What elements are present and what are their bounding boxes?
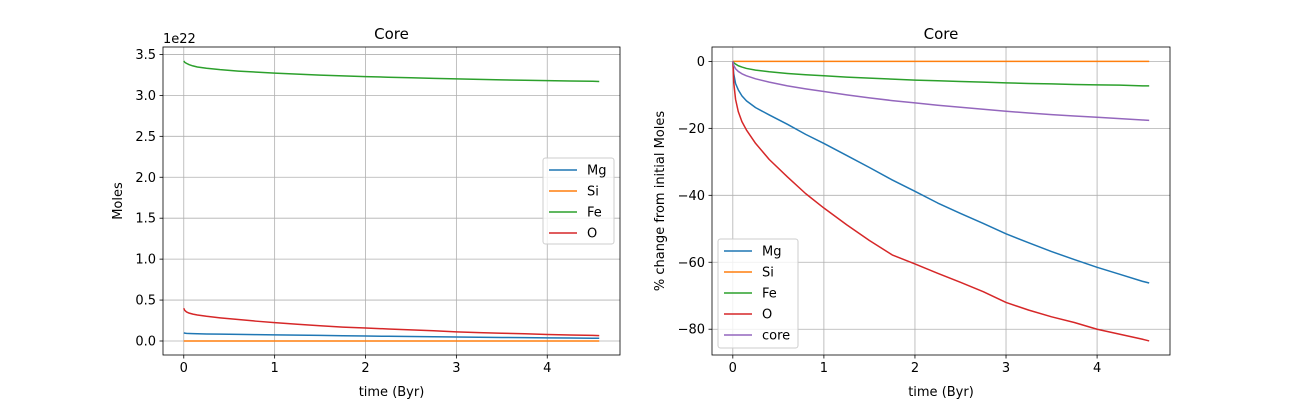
x-axis: 0 1 2 3 4 (729, 355, 1101, 376)
x-axis: 0 1 2 3 4 (180, 355, 551, 376)
plot-frame (711, 46, 1171, 356)
y-tick-label: 2.0 (135, 171, 156, 186)
y-axis: 0.0 0.5 1.0 1.5 2.0 2.5 3.0 3.5 (135, 48, 163, 350)
y-tick-label: 2.5 (135, 130, 156, 145)
series-group (183, 60, 600, 342)
chart-1: 0 1 2 3 4 0.0 0.5 1.0 1.5 2.0 2.5 3.0 3.5 1e22 Core tim… (111, 25, 621, 400)
legend-label-mg: Mg (762, 245, 781, 260)
x-axis-label: time (Byr) (908, 385, 974, 400)
x-tick-label: 3 (452, 361, 460, 376)
legend-label-o: O (587, 227, 597, 242)
y-tick-label: −60 (678, 256, 705, 271)
chart-2: 0 1 2 3 4 0 −20 −40 −60 −80 Core time (Byr) % change… (653, 25, 1171, 400)
legend: Mg Si Fe O (542, 157, 615, 245)
y-tick-label: −80 (678, 323, 705, 338)
x-axis-label: time (Byr) (359, 385, 425, 400)
y-tick-label: 3.5 (135, 48, 156, 63)
series-line-o (183, 307, 600, 337)
legend-label-fe: Fe (587, 206, 602, 221)
plot-frame (162, 46, 621, 356)
y-tick-label: 3.0 (135, 89, 156, 104)
y-tick-label: 0.0 (135, 335, 156, 350)
x-tick-label: 0 (180, 361, 188, 376)
y-axis: 0 −20 −40 −60 −80 (678, 55, 712, 338)
series-line-fe (732, 60, 1150, 87)
legend-box (542, 157, 615, 245)
y-tick-label: −20 (678, 122, 705, 137)
x-tick-label: 2 (911, 361, 919, 376)
y-tick-label: 1.5 (135, 212, 156, 227)
series-line-mg (732, 61, 1150, 284)
legend-label-si: Si (762, 266, 774, 281)
chart-title: Core (924, 25, 959, 43)
y-tick-label: 1.0 (135, 253, 156, 268)
y-axis-label: Moles (111, 182, 126, 220)
chart-title: Core (374, 25, 409, 43)
y-tick-label: −40 (678, 189, 705, 204)
x-tick-label: 2 (361, 361, 369, 376)
x-tick-label: 0 (729, 361, 737, 376)
series-line-mg (183, 332, 600, 339)
x-tick-label: 4 (1093, 361, 1101, 376)
y-axis-label: % change from initial Moles (653, 111, 668, 292)
legend-label-o: O (762, 308, 772, 323)
y-offset-text: 1e22 (163, 32, 196, 47)
x-tick-label: 3 (1002, 361, 1010, 376)
x-tick-label: 1 (271, 361, 279, 376)
y-tick-label: 0 (697, 55, 705, 70)
x-tick-label: 1 (820, 361, 828, 376)
legend-label-si: Si (587, 185, 599, 200)
y-tick-label: 0.5 (135, 294, 156, 309)
legend-label-mg: Mg (587, 164, 606, 179)
series-group (732, 60, 1150, 342)
x-tick-label: 4 (543, 361, 551, 376)
series-line-o (732, 61, 1150, 342)
legend-label-core: core (762, 329, 790, 344)
series-line-fe (183, 60, 600, 83)
legend-label-fe: Fe (762, 287, 777, 302)
series-line-core (732, 61, 1150, 122)
legend-box (717, 238, 799, 349)
